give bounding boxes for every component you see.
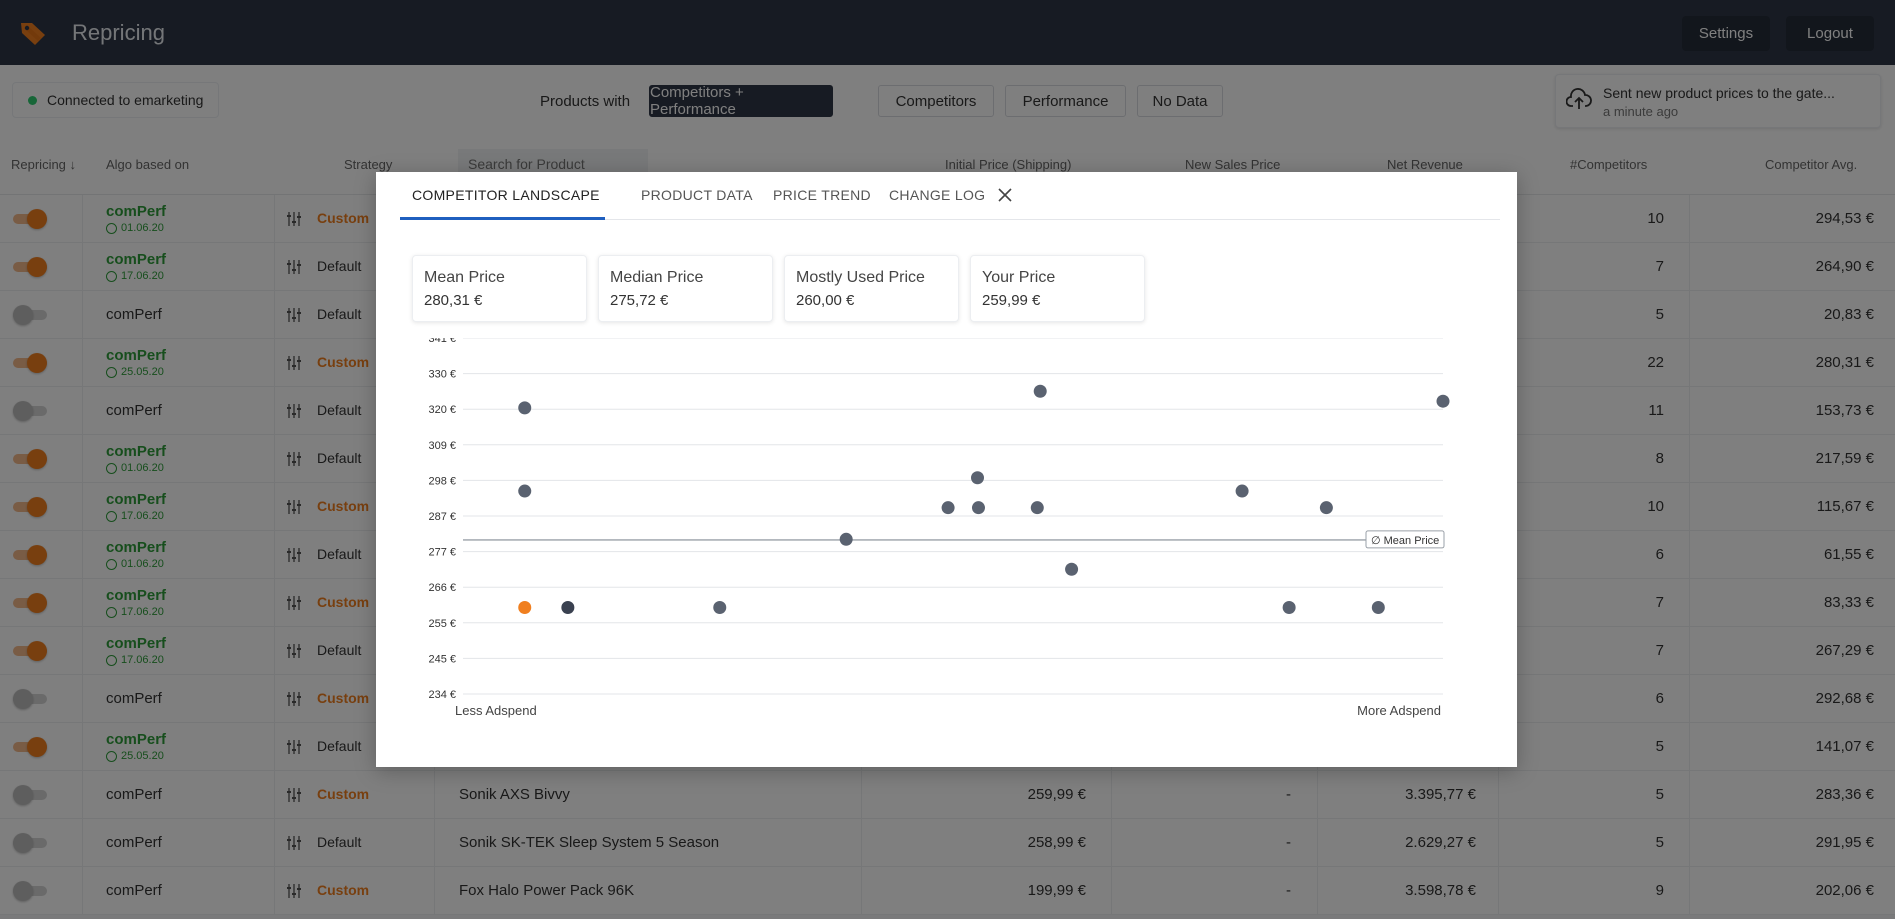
y-tick-label: 234 € — [428, 689, 456, 701]
modal-tabs: COMPETITOR LANDSCAPE PRODUCT DATA PRICE … — [400, 172, 1500, 220]
stat-value: 280,31 € — [424, 292, 483, 309]
mean-price-card: Mean Price 280,31 € — [412, 255, 587, 322]
competitor-price-point[interactable] — [1319, 501, 1333, 515]
stat-value: 275,72 € — [610, 292, 669, 309]
stat-label: Median Price — [610, 269, 704, 286]
y-tick-label: 330 € — [428, 369, 456, 381]
competitor-price-point[interactable] — [713, 600, 727, 614]
mostly-used-price-card: Mostly Used Price 260,00 € — [784, 255, 959, 322]
tab-product-data[interactable]: PRODUCT DATA — [641, 187, 753, 203]
y-tick-label: 245 € — [428, 653, 456, 665]
competitor-price-point[interactable] — [1065, 562, 1079, 576]
y-tick-label: 255 € — [428, 618, 456, 630]
x-label-left: Less Adspend — [455, 703, 537, 718]
median-price-card: Median Price 275,72 € — [598, 255, 773, 322]
active-tab-indicator — [400, 217, 605, 220]
y-tick-label: 320 € — [428, 404, 456, 416]
tab-price-trend[interactable]: PRICE TREND — [773, 187, 871, 203]
competitor-price-point[interactable] — [1235, 484, 1249, 498]
your-price-card: Your Price 259,99 € — [970, 255, 1145, 322]
competitor-price-point[interactable] — [1371, 600, 1385, 614]
stat-value: 260,00 € — [796, 292, 855, 309]
tab-competitor-landscape[interactable]: COMPETITOR LANDSCAPE — [412, 187, 600, 203]
competitor-price-point[interactable] — [518, 484, 532, 498]
y-tick-label: 309 € — [428, 440, 456, 452]
close-icon[interactable] — [996, 186, 1014, 204]
stat-label: Your Price — [982, 269, 1056, 286]
stat-label: Mean Price — [424, 269, 505, 286]
product-detail-modal: COMPETITOR LANDSCAPE PRODUCT DATA PRICE … — [376, 172, 1517, 767]
competitor-price-point[interactable] — [561, 600, 575, 614]
mean-price-label: ∅ Mean Price — [1371, 535, 1439, 547]
scatter-chart: 341 € 330 € 320 € 309 € 298 € 287 € 277 € 266 €… — [428, 333, 1450, 718]
stat-value: 259,99 € — [982, 292, 1041, 309]
y-tick-label: 287 € — [428, 511, 456, 523]
competitor-price-point[interactable] — [1033, 384, 1047, 398]
competitor-price-point[interactable] — [971, 471, 984, 485]
competitor-price-chart: 341 € 330 € 320 € 309 € 298 € 287 € 277 € 266 €… — [396, 333, 1496, 738]
stat-label: Mostly Used Price — [796, 269, 925, 286]
y-tick-label: 277 € — [428, 547, 456, 559]
tab-change-log[interactable]: CHANGE LOG — [889, 187, 986, 203]
competitor-price-point[interactable] — [941, 501, 955, 515]
y-tick-label: 298 € — [428, 475, 456, 487]
own-price-point[interactable] — [518, 600, 532, 614]
y-tick-label: 266 € — [428, 582, 456, 594]
y-tick-label: 341 € — [428, 338, 456, 345]
competitor-price-point[interactable] — [518, 401, 532, 415]
mean-price-label-box — [1365, 530, 1445, 549]
competitor-price-point[interactable] — [1282, 600, 1296, 614]
competitor-price-point[interactable] — [839, 532, 853, 546]
competitor-price-point[interactable] — [971, 501, 985, 515]
competitor-price-point[interactable] — [1436, 394, 1450, 408]
x-label-right: More Adspend — [1357, 703, 1441, 718]
competitor-price-point[interactable] — [1030, 501, 1044, 515]
